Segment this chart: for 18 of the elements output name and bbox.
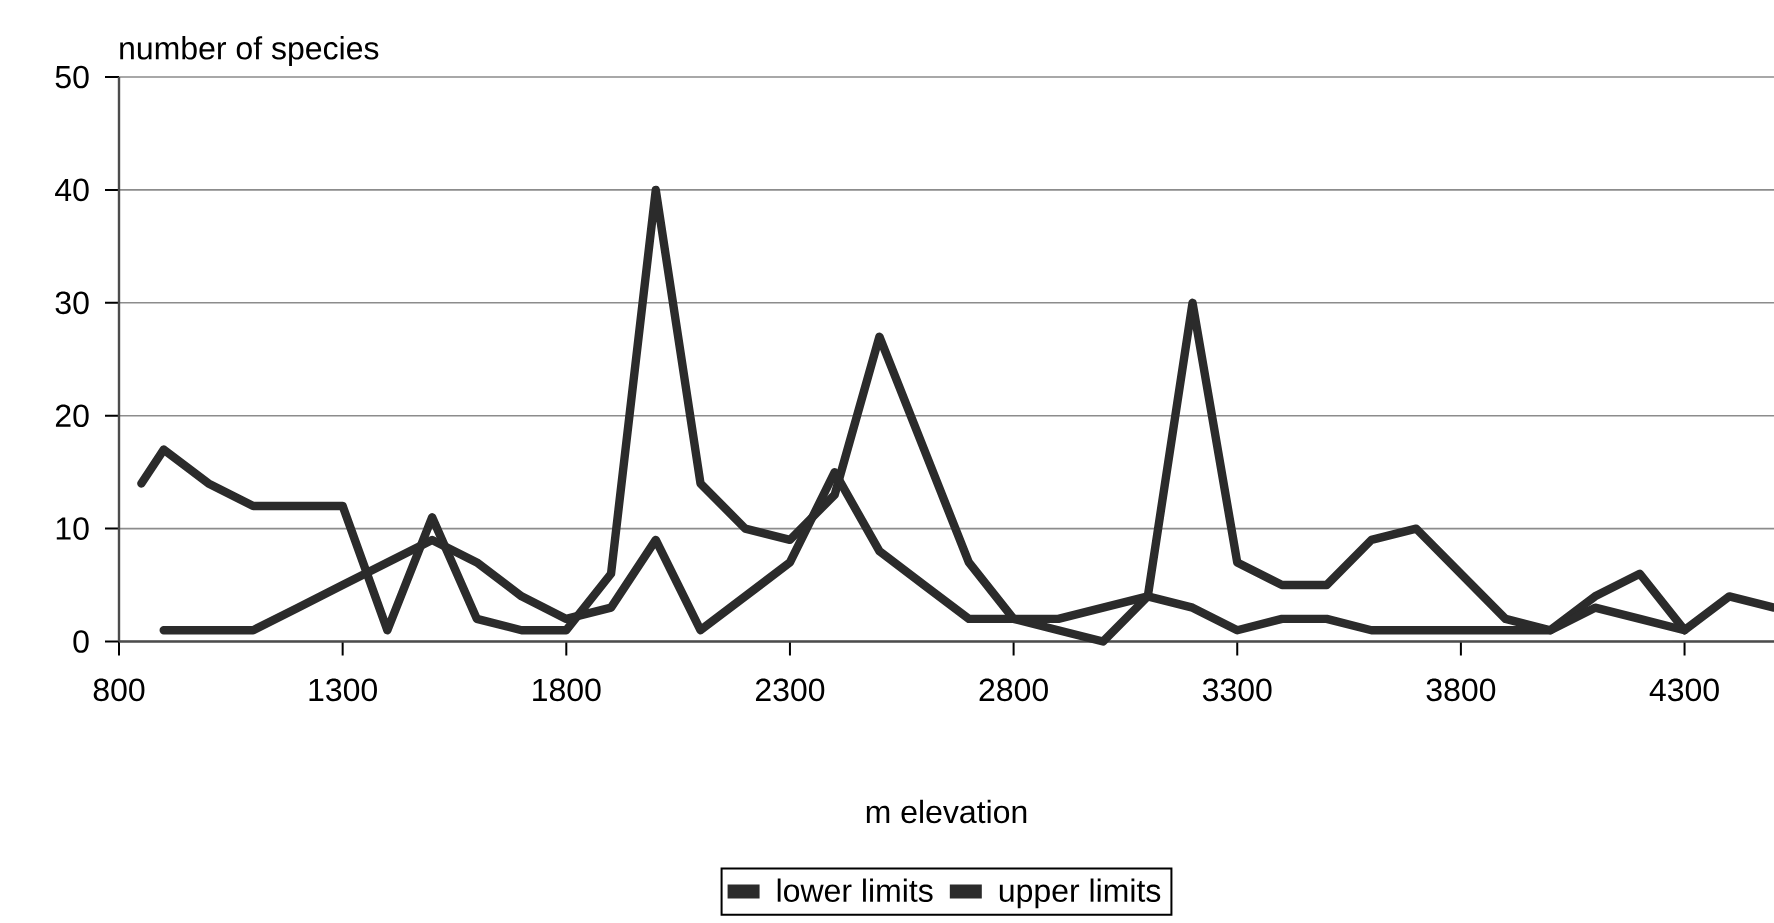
x-tick-label: 3300 — [1202, 678, 1272, 702]
y-tick-label: 0 — [73, 630, 89, 653]
y-tick-label: 30 — [55, 291, 89, 315]
legend-label: lower limits — [777, 878, 933, 902]
y-tick-label: 10 — [56, 517, 89, 540]
x-tick-label: 3800 — [1426, 678, 1496, 702]
y-tick-label: 50 — [55, 65, 89, 89]
x-axis-title: m elevation — [866, 799, 1027, 824]
y-tick-label: 20 — [55, 404, 89, 428]
x-tick-label: 2300 — [755, 678, 825, 702]
legend-label: upper limits — [999, 878, 1161, 909]
x-tick-label: 800 — [93, 678, 145, 702]
x-tick-label: 4300 — [1649, 678, 1719, 702]
x-tick-label: 1800 — [533, 678, 601, 702]
x-tick-label: 2800 — [979, 678, 1048, 702]
y-tick-label: 40 — [55, 178, 89, 202]
y-axis-title: number of species — [120, 36, 379, 66]
x-tick-label: 1300 — [309, 678, 377, 702]
